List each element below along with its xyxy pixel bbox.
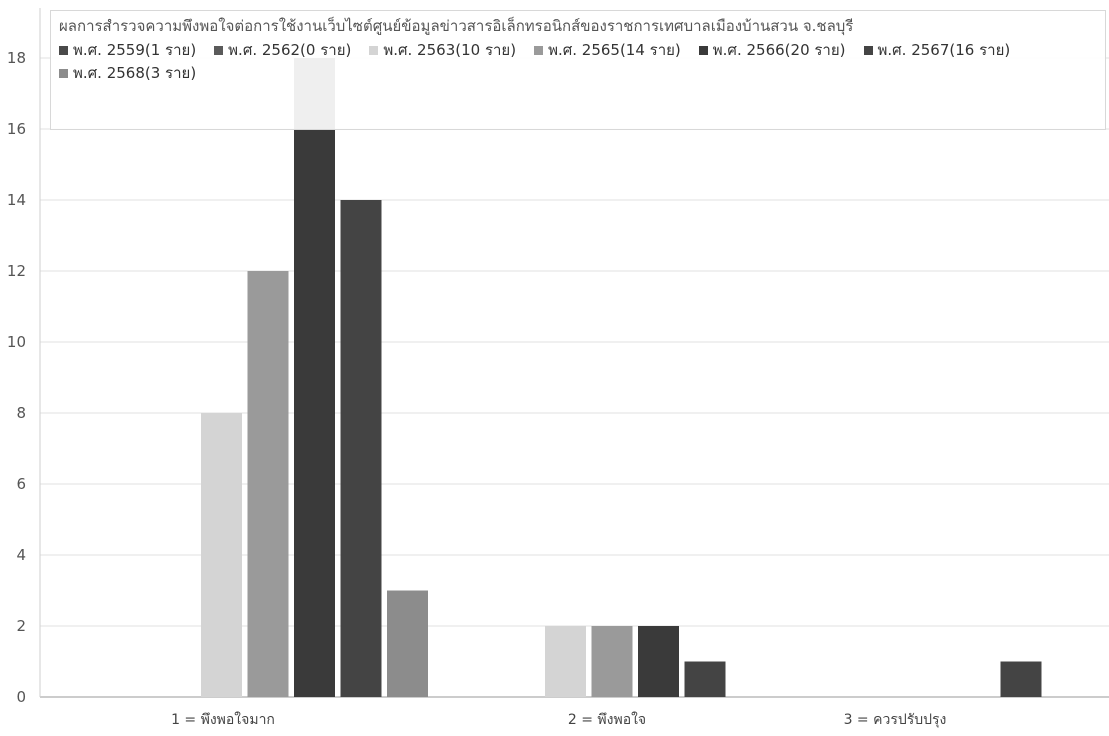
y-tick-label: 14: [7, 191, 26, 209]
y-axis: 0 2 4 6 8 10 12 14 16 18: [7, 8, 41, 706]
y-tick-label: 0: [16, 688, 26, 706]
legend-item: พ.ศ. 2562(0 ราย): [214, 40, 351, 61]
legend-swatch: [863, 46, 873, 55]
x-tick-label: 3 = ควรปรับปรุง: [844, 712, 947, 728]
y-tick-label: 12: [7, 262, 26, 280]
y-tick-label: 6: [16, 475, 26, 493]
bar: [638, 626, 679, 697]
legend-swatch: [698, 46, 708, 55]
bar: [591, 626, 633, 697]
legend: ผลการสำรวจความพึงพอใจต่อการใช้งานเว็บไซต…: [50, 10, 1106, 130]
legend-label: พ.ศ. 2562(0 ราย): [228, 41, 352, 59]
y-tick-label: 16: [7, 120, 26, 138]
legend-item: พ.ศ. 2559(1 ราย): [59, 40, 196, 61]
y-tick-label: 10: [7, 333, 26, 351]
legend-item: พ.ศ. 2568(3 ราย): [59, 63, 196, 84]
bar: [294, 58, 335, 697]
bar: [387, 590, 428, 697]
legend-item: พ.ศ. 2565(14 ราย): [534, 40, 681, 61]
x-axis-labels: 1 = พึงพอใจมาก 2 = พึงพอใจ 3 = ควรปรับปรุง: [171, 711, 946, 728]
legend-item: พ.ศ. 2563(10 ราย): [369, 40, 516, 61]
bar: [684, 661, 726, 697]
y-tick-label: 2: [16, 617, 26, 635]
legend-label: พ.ศ. 2559(1 ราย): [73, 41, 197, 59]
x-tick-label: 2 = พึงพอใจ: [568, 711, 646, 728]
legend-items: พ.ศ. 2559(1 ราย) พ.ศ. 2562(0 ราย) พ.ศ. 256…: [59, 40, 1097, 84]
chart-title: ผลการสำรวจความพึงพอใจต่อการใช้งานเว็บไซต…: [59, 17, 854, 35]
y-tick-label: 4: [16, 546, 26, 564]
bar: [340, 200, 382, 697]
legend-label: พ.ศ. 2567(16 ราย): [877, 41, 1011, 59]
legend-label: พ.ศ. 2566(20 ราย): [712, 41, 846, 59]
legend-label: พ.ศ. 2568(3 ราย): [73, 64, 197, 82]
bar: [545, 626, 586, 697]
x-tick-label: 1 = พึงพอใจมาก: [171, 711, 275, 728]
legend-label: พ.ศ. 2565(14 ราย): [548, 41, 681, 59]
legend-label: พ.ศ. 2563(10 ราย): [383, 41, 517, 59]
legend-swatch: [59, 69, 68, 78]
bar: [247, 271, 289, 697]
legend-item: พ.ศ. 2566(20 ราย): [698, 40, 846, 61]
y-tick-label: 18: [7, 49, 26, 67]
y-tick-label: 8: [16, 404, 26, 422]
bar: [1000, 661, 1042, 697]
legend-swatch: [214, 46, 224, 55]
legend-swatch: [369, 46, 379, 55]
bars: [201, 58, 1042, 697]
legend-swatch: [534, 46, 544, 55]
legend-item: พ.ศ. 2567(16 ราย): [863, 40, 1011, 61]
grid-lines: [40, 57, 1109, 698]
legend-swatch: [59, 46, 68, 55]
bar: [201, 413, 242, 697]
